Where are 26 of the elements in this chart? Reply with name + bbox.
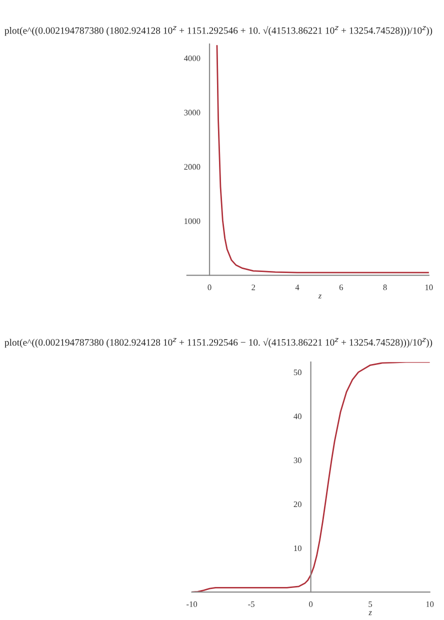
y-tick-label: 10 bbox=[294, 545, 302, 552]
x-tick-label: 10 bbox=[425, 284, 433, 290]
y-tick-label: 2000 bbox=[184, 164, 200, 170]
x-axis-title: z bbox=[318, 294, 322, 298]
x-tick-label: 0 bbox=[208, 284, 212, 290]
y-tick-label: 20 bbox=[294, 501, 302, 508]
x-tick-label: 10 bbox=[426, 601, 434, 607]
x-tick-label: 6 bbox=[339, 284, 343, 290]
y-tick-label: 1000 bbox=[184, 218, 200, 224]
x-tick-label: -5 bbox=[248, 601, 254, 607]
x-tick-label: -10 bbox=[186, 601, 198, 607]
y-tick-label: 3000 bbox=[184, 110, 200, 116]
y-tick-label: 4000 bbox=[184, 55, 200, 62]
line-series bbox=[216, 44, 429, 274]
line-series bbox=[192, 362, 430, 592]
x-axis-title: z bbox=[368, 611, 372, 616]
chart-title: plot(e^((0.002194787380 (1802.924128 10$^{z}$ + 1151.292546 + 10. √(41513.86221 10$^{z}$ + 13254.74528)))/10$^{z}$)) bbox=[4, 26, 432, 36]
x-tick-label: 5 bbox=[368, 601, 372, 607]
y-tick-label: 50 bbox=[294, 370, 302, 376]
x-tick-label: 2 bbox=[252, 284, 256, 290]
y-tick-label: 40 bbox=[294, 414, 302, 420]
x-tick-label: 8 bbox=[383, 284, 387, 290]
x-tick-label: 0 bbox=[309, 601, 313, 607]
chart-title: plot(e^((0.002194787380 (1802.924128 10$^{z}$ + 1151.292546 − 10. √(41513.86221 10$^{z}$ + 13254.74528)))/10$^{z}$)) bbox=[4, 338, 432, 348]
x-tick-label: 4 bbox=[295, 284, 300, 290]
y-tick-label: 30 bbox=[294, 458, 302, 464]
